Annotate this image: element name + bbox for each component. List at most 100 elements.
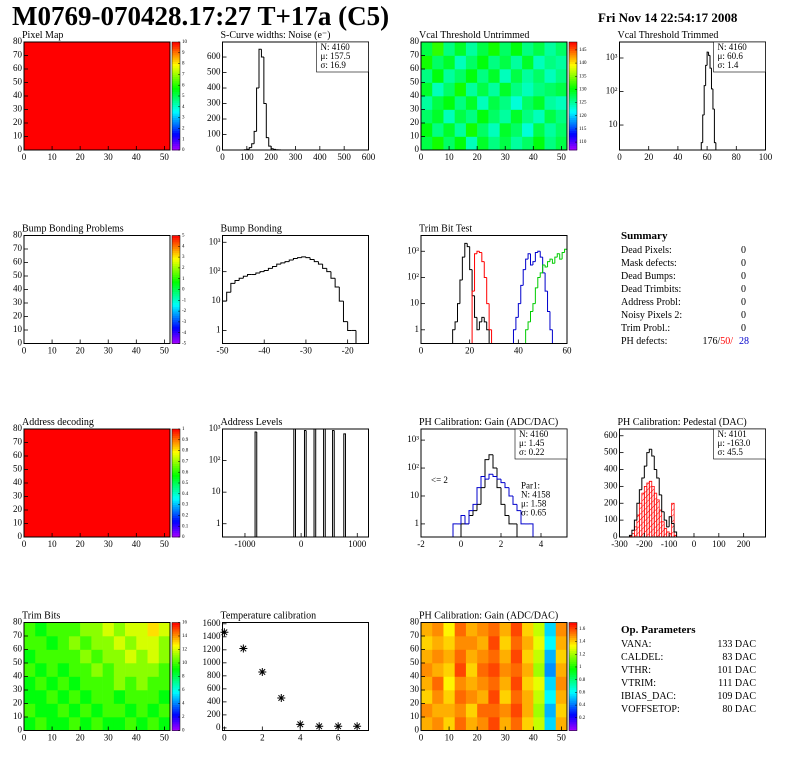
colorbar-step: [569, 657, 577, 660]
colorbar-step: [172, 257, 180, 260]
hist-bin: [671, 516, 675, 524]
heat-cell: [499, 42, 512, 56]
colorbar-step: [172, 300, 180, 303]
y-tick-label: 200: [604, 497, 618, 507]
colorbar-label: 5: [182, 234, 185, 239]
colorbar-step: [172, 519, 180, 523]
colorbar-label: 0.4: [182, 492, 189, 497]
hist-bin: [476, 317, 480, 331]
hist-bin: [520, 510, 525, 525]
hist-bin: [297, 257, 302, 259]
heat-cell: [443, 42, 455, 56]
hist-bin: [564, 248, 567, 344]
heat-cell: [35, 676, 47, 691]
heat-cell: [510, 676, 523, 691]
heat-cell: [510, 96, 523, 110]
colorbar-step: [172, 659, 180, 662]
x-tick-label: 20: [76, 733, 86, 743]
heat-cell: [113, 717, 126, 731]
heat-cell: [465, 703, 478, 718]
y-tick-label: 30: [410, 684, 420, 694]
hist-bin: [259, 271, 265, 274]
colorbar-step: [569, 711, 577, 714]
hist-bin: [276, 263, 281, 267]
colorbar-step: [569, 680, 577, 684]
heat-cell: [113, 622, 126, 637]
heat-cell: [488, 123, 500, 137]
heat-cell: [158, 663, 170, 677]
hist-bin: [268, 137, 272, 147]
heat-cell: [46, 717, 58, 731]
hist-bin: [648, 448, 652, 453]
x-tick-label: 10: [48, 152, 58, 162]
hist-bin: [633, 519, 637, 531]
colorbar-label: 8: [182, 675, 185, 680]
colorbar-step: [172, 628, 180, 632]
colorbar-step: [172, 639, 180, 643]
colorbar-step: [569, 685, 577, 688]
colorbar-step: [569, 650, 577, 654]
colorbar-step: [172, 246, 180, 249]
heat-cell: [24, 649, 36, 664]
heat-cell: [46, 622, 58, 637]
colorbar-step: [569, 624, 577, 628]
colorbar-step: [172, 272, 180, 275]
colorbar-step: [569, 74, 577, 77]
colorbar-step: [172, 474, 180, 477]
hist-bin: [539, 251, 543, 258]
x-tick-label: 200: [737, 539, 751, 549]
colorbar-step: [172, 704, 180, 708]
heat-cell: [147, 649, 160, 664]
colorbar-label: 4: [182, 244, 185, 249]
heat-cell: [555, 622, 567, 637]
colorbar-step: [569, 631, 577, 634]
x-tick-label: 600: [362, 152, 376, 162]
colorbar-label: 0.4: [579, 703, 586, 708]
chart-title: Trim Bit Test: [419, 224, 472, 235]
heat-cell: [555, 649, 567, 664]
hist-bin: [284, 261, 290, 263]
hist-bin: [332, 429, 335, 537]
heat-cell: [57, 636, 70, 650]
colorbar-label: 0.6: [182, 470, 189, 475]
hist-bin: [508, 487, 513, 497]
x-tick-label: 50: [160, 346, 170, 356]
hist-bin: [280, 262, 286, 265]
heat-cell: [465, 109, 478, 124]
heat-cell: [533, 69, 545, 83]
heat-cell: [432, 663, 444, 677]
hist-bin: [636, 502, 640, 521]
hist-bin: [253, 130, 257, 144]
heat-cell: [125, 649, 137, 664]
x-tick-label: -40: [258, 346, 270, 356]
heat-cell: [477, 96, 489, 110]
summary-value: 0: [741, 297, 746, 308]
x-tick-label: 1000: [348, 539, 367, 549]
x-tick-label: 40: [529, 152, 539, 162]
heat-cell: [125, 663, 137, 677]
colorbar-step: [569, 637, 577, 641]
frame: [222, 622, 369, 731]
colorbar-step: [569, 678, 577, 682]
heat-cell: [522, 42, 534, 56]
x-tick-label: -300: [611, 539, 628, 549]
heat-cell: [533, 717, 545, 731]
hist-bin: [561, 251, 565, 260]
colorbar-step: [569, 57, 577, 60]
heat-cell: [555, 676, 567, 691]
heat-cell: [488, 55, 500, 70]
heat-cell: [91, 717, 103, 731]
heat-cell: [499, 676, 512, 691]
stats-box: [514, 428, 568, 460]
colorbar-step: [569, 52, 577, 56]
colorbar-step: [172, 429, 180, 432]
colorbar-label: 10: [182, 40, 188, 45]
y-tick-label: 30: [13, 104, 23, 114]
heat-cell: [24, 676, 36, 691]
heat-cell: [91, 663, 103, 677]
colorbar-step: [172, 102, 180, 106]
x-tick-label: 40: [132, 346, 142, 356]
colorbar-step: [569, 724, 577, 727]
colorbar-step: [172, 328, 180, 331]
heat-cell: [465, 136, 478, 150]
